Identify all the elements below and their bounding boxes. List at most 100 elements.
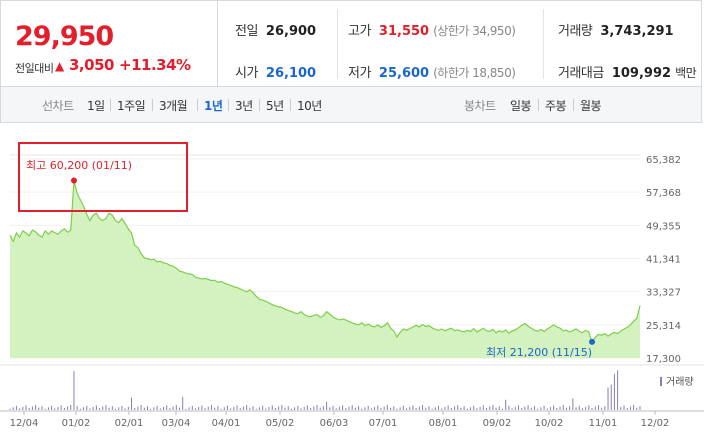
volume-bar bbox=[597, 405, 599, 410]
volume-bar bbox=[223, 407, 225, 410]
x-tick-label: 11/01 bbox=[589, 418, 618, 429]
volume-bar bbox=[354, 407, 356, 410]
volume-bar bbox=[111, 406, 113, 410]
volume-bar bbox=[175, 405, 177, 410]
volume-bar bbox=[511, 408, 513, 410]
volume-bar bbox=[156, 405, 158, 410]
volume-bar bbox=[207, 406, 209, 410]
volume-bar bbox=[191, 405, 193, 410]
volume-bar bbox=[67, 406, 69, 410]
volume-bars: 거래량 bbox=[0, 364, 704, 412]
volume-bar bbox=[470, 407, 472, 410]
volume-bar bbox=[514, 406, 516, 410]
up-arrow-icon: ▲ bbox=[55, 59, 65, 73]
annotations: 최고 60,200 (01/11) 최저 21,200 (11/15) bbox=[18, 142, 596, 359]
tab-divider bbox=[259, 99, 260, 111]
volume-bar bbox=[581, 408, 583, 410]
volume-bar bbox=[131, 397, 133, 410]
volume-bar bbox=[588, 405, 590, 410]
volume-bar bbox=[169, 408, 171, 410]
tab-1week[interactable]: 1주일 bbox=[117, 99, 146, 113]
tab-5year[interactable]: 5년 bbox=[266, 99, 284, 113]
volume-bar bbox=[361, 408, 363, 410]
chart-period-tabs: 선차트 1일 1주일 3개월 1년 3년 5년 10년 봉차트 일봉 주봉 월봉 bbox=[0, 87, 702, 123]
volume-bar bbox=[28, 408, 30, 410]
amount-unit: 백만 bbox=[675, 66, 697, 80]
volume-bar bbox=[431, 408, 433, 410]
volume-bar bbox=[294, 407, 296, 410]
tab-divider bbox=[573, 99, 574, 111]
volume-bar bbox=[434, 407, 436, 410]
tab-3month[interactable]: 3개월 bbox=[159, 99, 188, 113]
stat-value: 109,992 bbox=[611, 66, 672, 81]
volume-bar bbox=[140, 405, 142, 410]
price-line bbox=[9, 180, 641, 344]
volume-bar bbox=[210, 405, 212, 410]
tab-1day[interactable]: 1일 bbox=[87, 99, 105, 113]
price-stats: 전일 26,900 시가 26,100 고가 31,550 (상한가 34,950) 저… bbox=[217, 1, 703, 86]
volume-bar bbox=[239, 408, 241, 410]
tab-1year[interactable]: 1년 bbox=[204, 99, 223, 113]
x-axis-ticks: 12/04 01/02 02/01 03/04 04/01 05/02 06/03 07/01… bbox=[10, 411, 670, 429]
volume-bar bbox=[594, 406, 596, 410]
y-tick-label: 57,368 bbox=[646, 188, 681, 199]
volume-bar bbox=[569, 406, 571, 410]
candle-chart-group-label: 봉차트 bbox=[464, 99, 496, 113]
volume-bar bbox=[476, 408, 478, 410]
volume-bar bbox=[364, 407, 366, 410]
change-value: 3,050 bbox=[69, 56, 114, 74]
volume-bar bbox=[537, 408, 539, 410]
stat-label: 전일 bbox=[235, 24, 258, 39]
y-tick-label: 17,300 bbox=[646, 354, 681, 365]
volume-bar bbox=[335, 408, 337, 410]
volume-bar bbox=[79, 408, 81, 410]
tab-10year[interactable]: 10년 bbox=[297, 99, 322, 113]
volume-bar bbox=[300, 408, 302, 410]
volume-bar bbox=[415, 408, 417, 410]
volume-bar bbox=[617, 370, 619, 410]
volume-bar bbox=[150, 408, 152, 410]
volume-bar bbox=[383, 406, 385, 410]
volume-bar bbox=[83, 407, 85, 410]
stat-low: 저가 25,600 (하한가 18,850) bbox=[348, 62, 516, 81]
volume-bar bbox=[105, 405, 107, 410]
lower-limit: (하한가 18,850) bbox=[433, 66, 516, 80]
price-summary: 29,950 전일대비 ▲ 3,050 +11.34% bbox=[1, 1, 218, 86]
divider bbox=[337, 9, 338, 79]
volume-bar bbox=[556, 408, 558, 410]
volume-bar bbox=[268, 406, 270, 410]
tab-monthly-candle[interactable]: 월봉 bbox=[580, 99, 602, 113]
volume-bar bbox=[70, 405, 72, 410]
volume-bar bbox=[306, 405, 308, 410]
volume-bar bbox=[338, 406, 340, 410]
volume-bar bbox=[41, 406, 43, 410]
volume-bar bbox=[345, 408, 347, 410]
volume-bar bbox=[217, 406, 219, 410]
y-tick-label: 33,327 bbox=[646, 288, 681, 299]
tab-weekly-candle[interactable]: 주봉 bbox=[545, 99, 567, 113]
stat-value: 31,550 bbox=[378, 24, 430, 39]
line-chart-group-label: 선차트 bbox=[42, 99, 74, 113]
x-tick-label: 07/01 bbox=[369, 418, 398, 429]
volume-bar bbox=[310, 408, 312, 410]
upper-limit: (상한가 34,950) bbox=[433, 24, 516, 38]
volume-bar bbox=[166, 405, 168, 410]
volume-bar bbox=[57, 406, 59, 410]
volume-bar bbox=[172, 406, 174, 410]
y-tick-label: 65,382 bbox=[646, 155, 681, 166]
volume-bar bbox=[297, 405, 299, 410]
volume-bar bbox=[639, 406, 641, 410]
volume-bar bbox=[380, 408, 382, 410]
tab-3year[interactable]: 3년 bbox=[235, 99, 253, 113]
volume-bar bbox=[623, 405, 625, 410]
volume-bar bbox=[185, 408, 187, 410]
volume-bar bbox=[626, 408, 628, 410]
volume-bar bbox=[124, 408, 126, 410]
stat-label: 거래량 bbox=[558, 24, 593, 39]
x-tick-label: 12/02 bbox=[641, 418, 670, 429]
volume-bar bbox=[163, 406, 165, 410]
volume-bar bbox=[447, 405, 449, 410]
volume-bar bbox=[386, 405, 388, 410]
volume-bar bbox=[607, 387, 609, 410]
tab-daily-candle[interactable]: 일봉 bbox=[510, 99, 532, 113]
